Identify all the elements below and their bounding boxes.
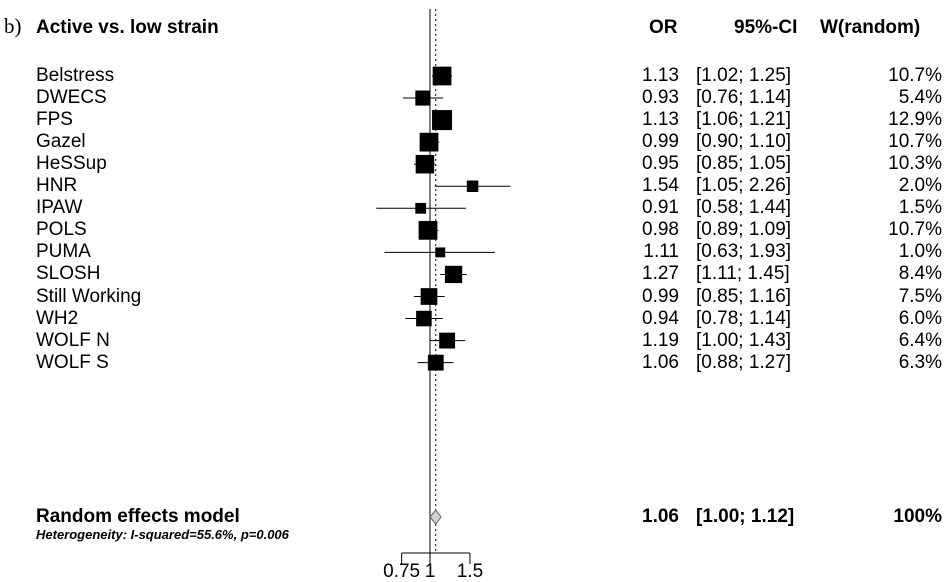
study-weight: 10.7% <box>888 219 942 241</box>
x-tick-label: 1 <box>424 561 436 582</box>
study-name: DWECS <box>36 87 107 109</box>
study-name: HNR <box>36 175 78 197</box>
study-or: 0.94 <box>642 307 679 329</box>
estimate-box <box>466 180 479 193</box>
study-weight: 1.5% <box>898 197 942 219</box>
study-ci: [0.85; 1.05] <box>696 153 792 175</box>
estimate-box <box>415 202 427 214</box>
study-weight: 10.3% <box>888 153 942 175</box>
study-name: IPAW <box>36 197 83 219</box>
study-or: 1.11 <box>643 241 679 263</box>
estimate-box <box>419 132 439 152</box>
study-weight: 5.4% <box>898 87 942 109</box>
study-weight: 6.4% <box>898 329 942 351</box>
pooled-label: Random effects model <box>36 506 240 527</box>
study-name: FPS <box>36 109 73 131</box>
study-or: 1.54 <box>642 175 679 197</box>
estimate-box <box>416 310 432 327</box>
study-or: 1.06 <box>642 351 679 373</box>
study-or: 1.27 <box>642 263 679 285</box>
study-weight: 7.5% <box>898 285 942 307</box>
study-or: 0.99 <box>642 131 679 153</box>
study-name: PUMA <box>36 241 91 263</box>
pooled-weight: 100% <box>893 506 942 527</box>
estimate-box <box>427 354 444 371</box>
study-or: 1.19 <box>642 329 679 351</box>
ci-header: 95%-CI <box>734 17 798 38</box>
study-or: 1.13 <box>642 65 679 86</box>
study-or: 0.91 <box>642 197 679 219</box>
estimate-box <box>432 66 452 86</box>
study-or: 0.98 <box>642 219 679 241</box>
heterogeneity-note: Heterogeneity: I-squared=55.6%, p=0.006 <box>36 527 289 542</box>
study-weight: 8.4% <box>898 263 942 285</box>
study-name: Gazel <box>36 131 86 153</box>
estimate-box <box>415 90 431 106</box>
panel-label: b) <box>4 14 22 38</box>
study-name: Belstress <box>36 65 115 86</box>
study-ci: [1.06; 1.21] <box>696 109 792 131</box>
x-tick-label: 0.75 <box>383 561 421 582</box>
pooled-or: 1.06 <box>642 506 679 527</box>
study-name: SLOSH <box>36 263 101 285</box>
pooled-ci: [1.00; 1.12] <box>696 506 795 527</box>
study-ci: [0.58; 1.44] <box>696 197 792 219</box>
study-name: HeSSup <box>36 153 107 175</box>
study-ci: [1.11; 1.45] <box>696 263 790 285</box>
x-tick-label: 1.5 <box>456 561 484 582</box>
study-ci: [0.89; 1.09] <box>696 219 792 241</box>
study-ci: [0.90; 1.10] <box>696 131 792 153</box>
study-name: WH2 <box>36 307 79 329</box>
study-ci: [0.85; 1.16] <box>696 285 792 307</box>
study-name: Still Working <box>36 285 142 307</box>
study-weight: 2.0% <box>898 175 942 197</box>
study-name: POLS <box>36 219 87 241</box>
study-name: WOLF N <box>36 329 110 351</box>
study-weight: 10.7% <box>888 131 942 153</box>
pooled-diamond <box>429 509 442 525</box>
study-ci: [1.02; 1.25] <box>696 65 792 86</box>
study-weight: 6.3% <box>898 351 942 373</box>
study-name: WOLF S <box>36 351 109 373</box>
or-header: OR <box>649 17 678 38</box>
estimate-box <box>418 220 438 240</box>
study-or: 0.93 <box>642 87 679 109</box>
study-ci: [0.76; 1.14] <box>696 87 792 109</box>
estimate-box <box>439 332 456 349</box>
study-ci: [0.63; 1.93] <box>696 241 792 263</box>
study-ci: [0.78; 1.14] <box>696 307 792 329</box>
estimate-box <box>444 265 463 284</box>
weight-header: W(random) <box>820 17 921 38</box>
study-weight: 6.0% <box>898 307 942 329</box>
study-ci: [1.00; 1.43] <box>696 329 792 351</box>
plot-title: Active vs. low strain <box>36 17 219 38</box>
estimate-box <box>415 154 435 174</box>
study-weight: 12.9% <box>888 109 942 131</box>
study-weight: 10.7% <box>888 65 942 86</box>
study-or: 1.13 <box>642 109 679 131</box>
estimate-box <box>435 247 446 258</box>
study-or: 0.95 <box>642 153 679 175</box>
study-ci: [0.88; 1.27] <box>696 351 792 373</box>
study-or: 0.99 <box>642 285 679 307</box>
study-weight: 1.0% <box>898 241 942 263</box>
study-ci: [1.05; 2.26] <box>696 175 792 197</box>
estimate-box <box>432 110 453 131</box>
estimate-box <box>420 288 438 305</box>
